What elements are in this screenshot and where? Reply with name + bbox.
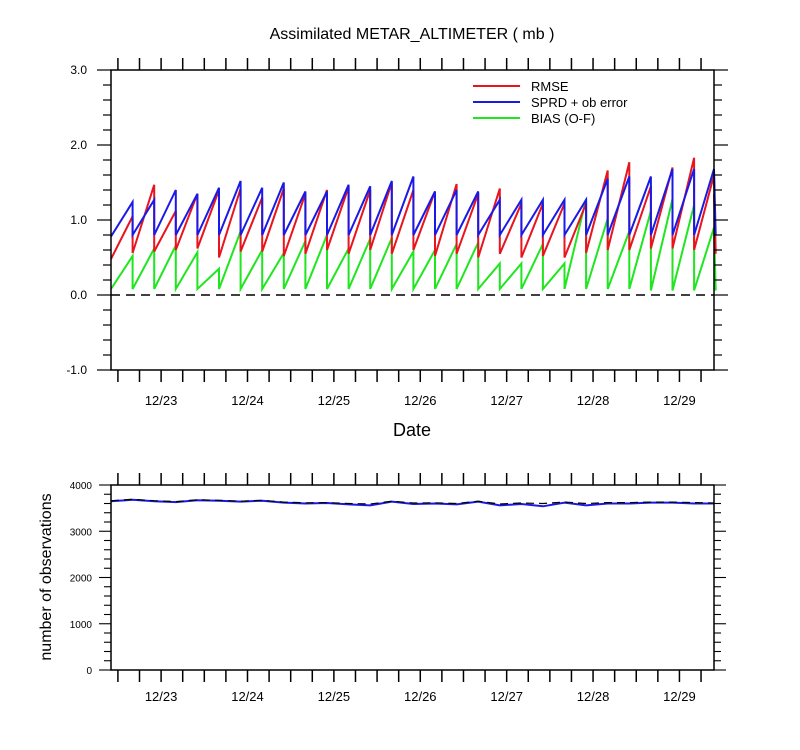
bottom-y-ticks: 0 1000 2000 3000 4000 bbox=[70, 481, 726, 677]
y-tick-label: 0 bbox=[86, 666, 92, 677]
obs-line-assimilated bbox=[110, 498, 714, 508]
bottom-plot-frame bbox=[110, 484, 715, 671]
x-tick-label: 12/27 bbox=[490, 393, 523, 408]
y-tick-label: 2000 bbox=[70, 574, 93, 585]
top-plot-series bbox=[110, 157, 717, 293]
x-tick-label: 12/24 bbox=[231, 689, 264, 704]
x-tick-label: 12/25 bbox=[318, 689, 351, 704]
x-tick-label: 12/28 bbox=[577, 689, 610, 704]
x-tick-label: 12/23 bbox=[145, 393, 178, 408]
legend-label-sprd: SPRD + ob error bbox=[531, 95, 628, 110]
x-tick-label: 12/25 bbox=[318, 393, 351, 408]
top-y-ticks: -1.0 0.0 1.0 2.0 3.0 bbox=[66, 63, 728, 377]
x-tick-label: 12/26 bbox=[404, 393, 437, 408]
y-tick-label: 3.0 bbox=[70, 63, 87, 77]
y-axis-label-observations: number of observations bbox=[38, 493, 55, 660]
x-axis-label: Date bbox=[393, 420, 431, 440]
x-tick-label: 12/29 bbox=[663, 393, 696, 408]
series-line-bias-o-f bbox=[110, 198, 717, 293]
y-tick-label: 0.0 bbox=[70, 288, 87, 302]
obs-line-total bbox=[110, 498, 715, 505]
y-tick-label: 3000 bbox=[70, 527, 93, 538]
top-date-labels: 12/23 12/24 12/25 12/26 12/27 12/28 12/29 bbox=[145, 393, 696, 408]
y-tick-label: 2.0 bbox=[70, 138, 87, 152]
top-x-ticks bbox=[117, 58, 702, 382]
x-tick-label: 12/29 bbox=[663, 689, 696, 704]
legend-item-sprd: SPRD + ob error bbox=[473, 95, 628, 110]
x-tick-label: 12/24 bbox=[231, 393, 264, 408]
legend-item-bias: BIAS (O-F) bbox=[473, 111, 595, 126]
y-tick-label: -1.0 bbox=[66, 363, 87, 377]
y-tick-label: 1.0 bbox=[70, 213, 87, 227]
legend: RMSE SPRD + ob error BIAS (O-F) bbox=[473, 79, 628, 126]
x-tick-label: 12/27 bbox=[490, 689, 523, 704]
y-tick-label: 4000 bbox=[70, 481, 93, 492]
chart-title: Assimilated METAR_ALTIMETER ( mb ) bbox=[270, 26, 555, 43]
y-tick-label: 1000 bbox=[70, 620, 93, 631]
bottom-x-ticks bbox=[117, 473, 702, 682]
legend-label-bias: BIAS (O-F) bbox=[531, 111, 595, 126]
top-panel: -1.00.01.02.03.0 12/23 12/24 12/25 12/26 12/… bbox=[66, 58, 728, 440]
series-line-sprd-ob-error bbox=[110, 168, 717, 239]
x-tick-label: 12/28 bbox=[577, 393, 610, 408]
legend-label-rmse: RMSE bbox=[531, 79, 569, 94]
bottom-date-labels: 12/23 12/24 12/25 12/26 12/27 12/28 12/29 bbox=[145, 689, 696, 704]
x-tick-label: 12/23 bbox=[145, 689, 178, 704]
x-tick-label: 12/26 bbox=[404, 689, 437, 704]
bottom-plot-series bbox=[110, 498, 715, 508]
legend-item-rmse: RMSE bbox=[473, 79, 569, 94]
